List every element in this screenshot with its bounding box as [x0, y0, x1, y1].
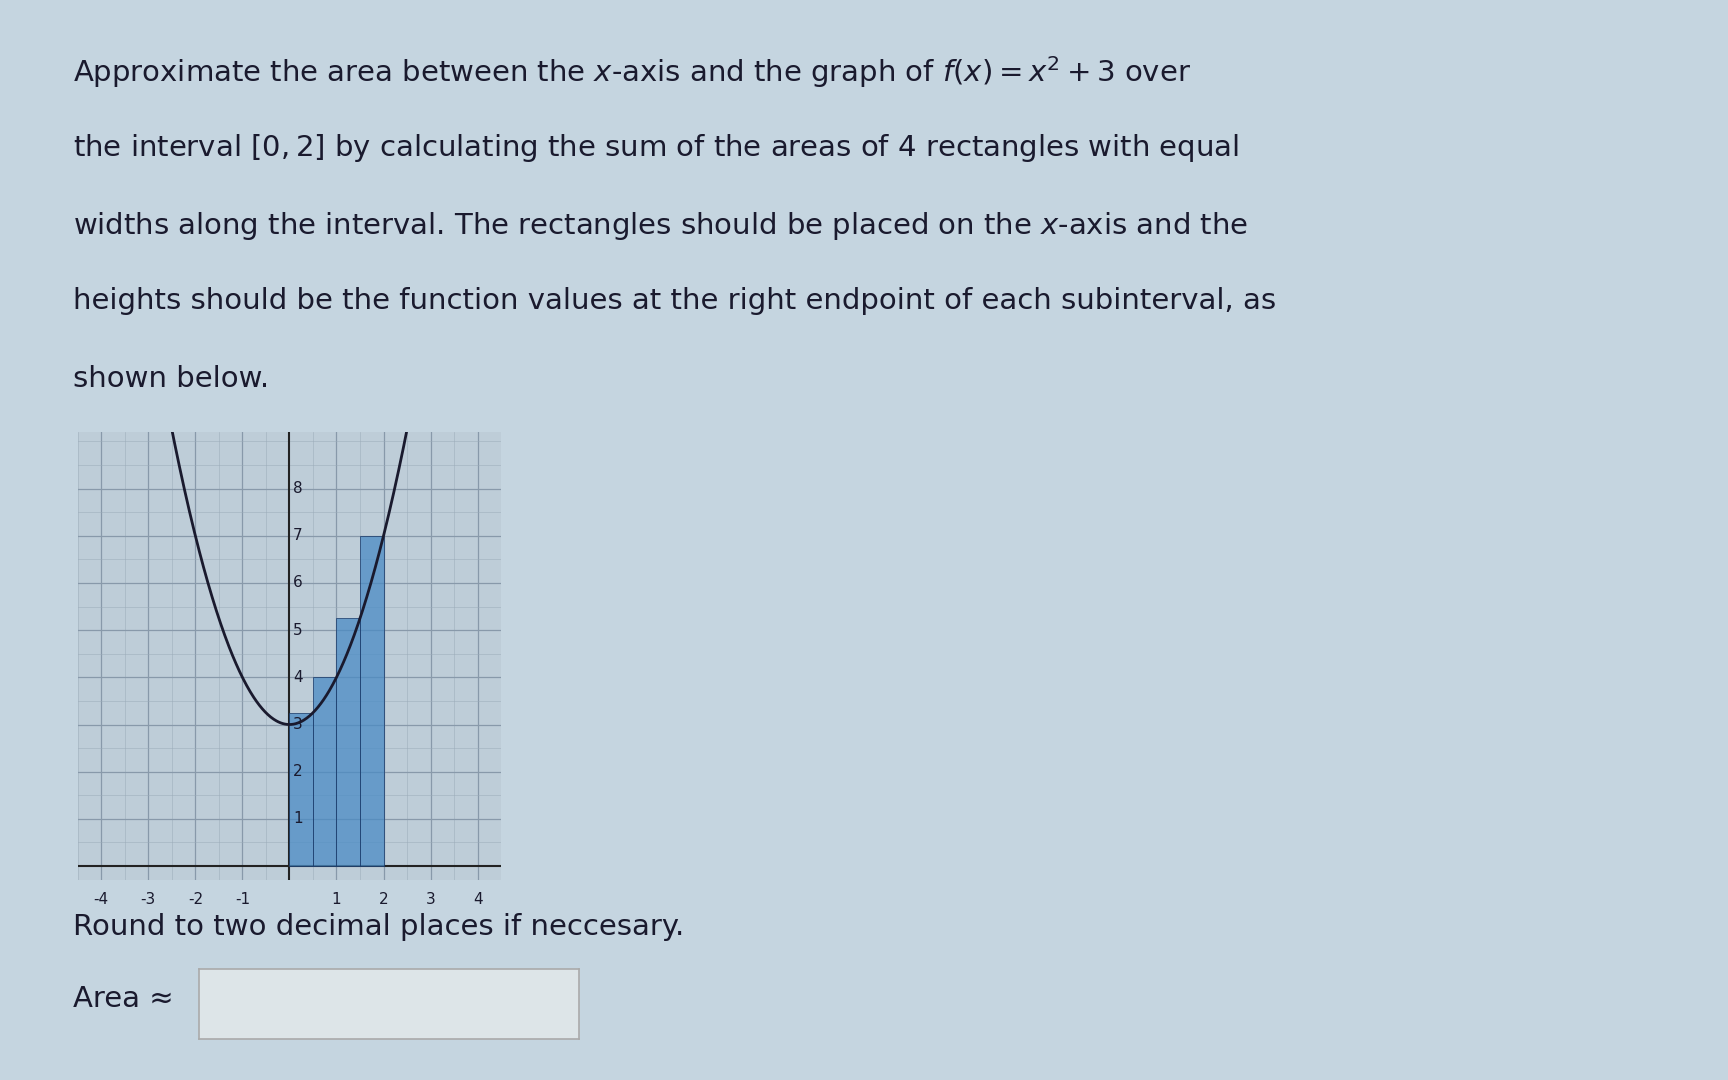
Bar	[289, 713, 313, 866]
Bar	[313, 677, 337, 866]
Text: 3: 3	[425, 892, 435, 907]
Text: 5: 5	[294, 623, 302, 637]
Text: 6: 6	[294, 576, 302, 591]
Text: 1: 1	[332, 892, 342, 907]
Text: 7: 7	[294, 528, 302, 543]
Text: 2: 2	[294, 765, 302, 779]
Text: 1: 1	[294, 811, 302, 826]
Text: the interval $[0, 2]$ by calculating the sum of the areas of 4 rectangles with e: the interval $[0, 2]$ by calculating the…	[73, 132, 1239, 164]
Text: shown below.: shown below.	[73, 365, 268, 393]
Bar	[359, 536, 384, 866]
Text: 4: 4	[294, 670, 302, 685]
Text: -1: -1	[235, 892, 251, 907]
Text: 2: 2	[378, 892, 389, 907]
Text: Round to two decimal places if neccesary.: Round to two decimal places if neccesary…	[73, 913, 684, 941]
Text: 8: 8	[294, 481, 302, 496]
Text: Area ≈: Area ≈	[73, 985, 173, 1013]
Text: -4: -4	[93, 892, 109, 907]
Text: Approximate the area between the $x$-axis and the graph of $f(x) = x^2 + 3$ over: Approximate the area between the $x$-axi…	[73, 54, 1191, 90]
Bar	[337, 619, 359, 866]
Text: heights should be the function values at the right endpoint of each subinterval,: heights should be the function values at…	[73, 287, 1275, 315]
Text: -2: -2	[188, 892, 202, 907]
Text: -3: -3	[140, 892, 156, 907]
Text: 4: 4	[473, 892, 482, 907]
Text: 3: 3	[294, 717, 302, 732]
Text: widths along the interval. The rectangles should be placed on the $x$-axis and t: widths along the interval. The rectangle…	[73, 210, 1248, 242]
